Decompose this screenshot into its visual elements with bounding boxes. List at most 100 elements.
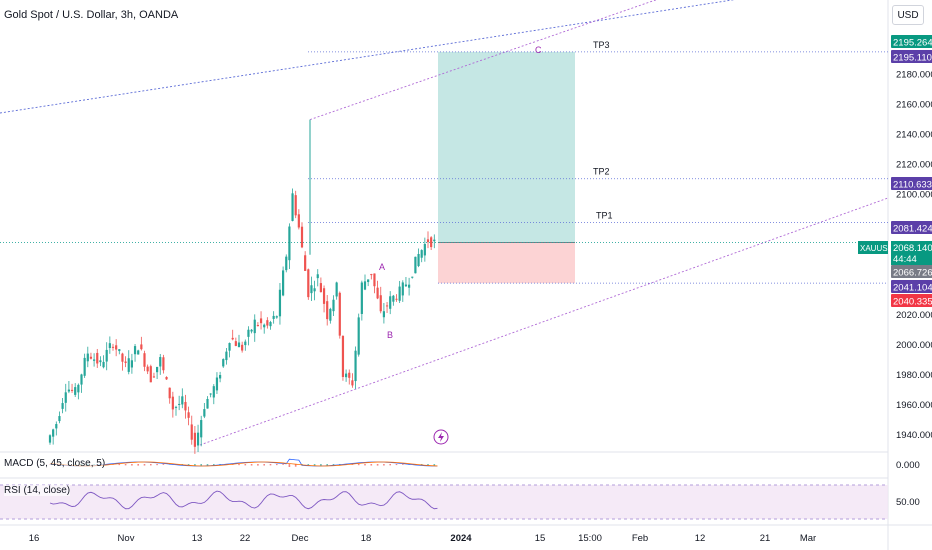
- macd-hist-bar: [143, 464, 146, 466]
- macd-hist-bar: [389, 464, 391, 466]
- macd-label[interactable]: MACD (5, 45, close, 5): [4, 458, 106, 469]
- candle-body: [206, 398, 209, 409]
- candle-body: [215, 377, 219, 391]
- currency-button[interactable]: USD: [892, 5, 924, 25]
- candle-body: [196, 432, 200, 446]
- macd-hist-bar: [395, 464, 398, 466]
- y-tick-label: 2000.000: [896, 340, 932, 351]
- macd-hist-bar: [263, 464, 265, 466]
- candle-body: [52, 429, 55, 437]
- candle-body: [426, 239, 430, 243]
- badge-2066-726-text: 2066.726: [893, 268, 932, 279]
- candle-body: [86, 353, 89, 362]
- x-tick-label: 15:00: [578, 533, 602, 544]
- badge-2081-424: 2081.424: [891, 221, 932, 235]
- macd-hist-bar: [364, 464, 366, 466]
- candle-body: [385, 305, 389, 307]
- y-tick-label: 2120.000: [896, 160, 932, 171]
- level-label-tp2: TP2: [593, 167, 610, 177]
- chart-title: Gold Spot / U.S. Dollar, 3h, OANDA: [4, 9, 179, 21]
- macd-hist-bar: [307, 464, 310, 466]
- candle-body: [259, 318, 263, 324]
- candle-body: [247, 329, 250, 337]
- macd-hist-bar: [162, 464, 165, 465]
- macd-hist-bar: [402, 464, 404, 465]
- candle-body: [152, 376, 156, 378]
- badge-2040-335: 2040.335: [891, 294, 932, 308]
- x-tick-label: Feb: [632, 533, 648, 544]
- candle-body: [392, 295, 395, 302]
- candle-body: [300, 226, 304, 248]
- macd-hist-bar: [131, 464, 133, 466]
- badge-2066-726-bg: [891, 265, 932, 278]
- badge-2041-104-bg: [891, 280, 932, 293]
- rsi-line: [49, 490, 438, 510]
- candle-body: [181, 396, 184, 405]
- candle-body: [291, 193, 294, 221]
- take-profit-zone: [438, 51, 575, 243]
- macd-hist-bar: [200, 464, 202, 466]
- candle-body: [423, 243, 426, 256]
- candle-body: [430, 237, 433, 248]
- wave-label-c: C: [535, 45, 542, 55]
- candle-body: [171, 396, 174, 410]
- candle-body: [411, 276, 414, 278]
- macd-hist-bar: [250, 464, 253, 466]
- badge-2041-104-text: 2041.104: [893, 283, 932, 294]
- macd-hist-bar: [326, 464, 328, 466]
- rsi-axis-value: 50.00: [896, 497, 920, 508]
- candle-body: [219, 375, 222, 379]
- candle-body: [193, 432, 196, 447]
- x-tick-label: 13: [192, 533, 203, 544]
- candle-body: [398, 286, 401, 301]
- macd-hist-bar: [427, 464, 429, 466]
- candle-body: [335, 282, 338, 297]
- badge-2081-424-text: 2081.424: [893, 224, 932, 235]
- candle-body: [319, 283, 322, 293]
- candle-body: [140, 344, 143, 350]
- candle-body: [74, 387, 77, 395]
- candle-body: [156, 366, 159, 373]
- badge-2066-726: 2066.726: [891, 265, 932, 279]
- candle-body: [77, 384, 80, 393]
- candle-body: [310, 285, 313, 294]
- lightning-icon: [438, 432, 444, 442]
- candle-body: [187, 412, 190, 418]
- candle-body: [80, 374, 83, 385]
- candles-group: [48, 188, 436, 454]
- candle-body: [316, 274, 319, 279]
- x-tick-label: 12: [695, 533, 706, 544]
- candle-body: [121, 353, 124, 362]
- candle-body: [278, 289, 282, 317]
- candle-body: [124, 361, 127, 363]
- badge-2195-264-text: 2195.264: [893, 38, 932, 49]
- macd-hist-bar: [213, 464, 215, 466]
- candle-body: [332, 299, 335, 312]
- candle-body: [420, 250, 423, 258]
- candle-body: [272, 315, 275, 319]
- macd-hist-bar: [137, 464, 139, 466]
- candle-body: [395, 298, 398, 300]
- candle-body: [127, 358, 130, 372]
- candle-body: [174, 406, 178, 408]
- candle-body: [99, 360, 102, 363]
- rsi-label[interactable]: RSI (14, close): [4, 485, 71, 496]
- candle-body: [373, 273, 376, 287]
- candle-body: [105, 349, 108, 362]
- y-tick-label: 1940.000: [896, 430, 932, 441]
- candle-body: [228, 343, 231, 351]
- candle-body: [404, 284, 408, 287]
- candle-body: [200, 420, 203, 438]
- badge-2081-424-bg: [891, 221, 932, 234]
- badge-2110-633-bg: [891, 177, 932, 190]
- candle-body: [354, 350, 357, 382]
- macd-hist-bar: [370, 464, 373, 466]
- candle-body: [345, 373, 348, 378]
- macd-hist-bar: [320, 464, 322, 466]
- purple-trendline-lower: [199, 197, 889, 446]
- candle-body: [209, 393, 212, 395]
- candle-body: [275, 316, 278, 318]
- x-tick-label: 2024: [450, 533, 472, 544]
- macd-hist-bar: [244, 464, 247, 466]
